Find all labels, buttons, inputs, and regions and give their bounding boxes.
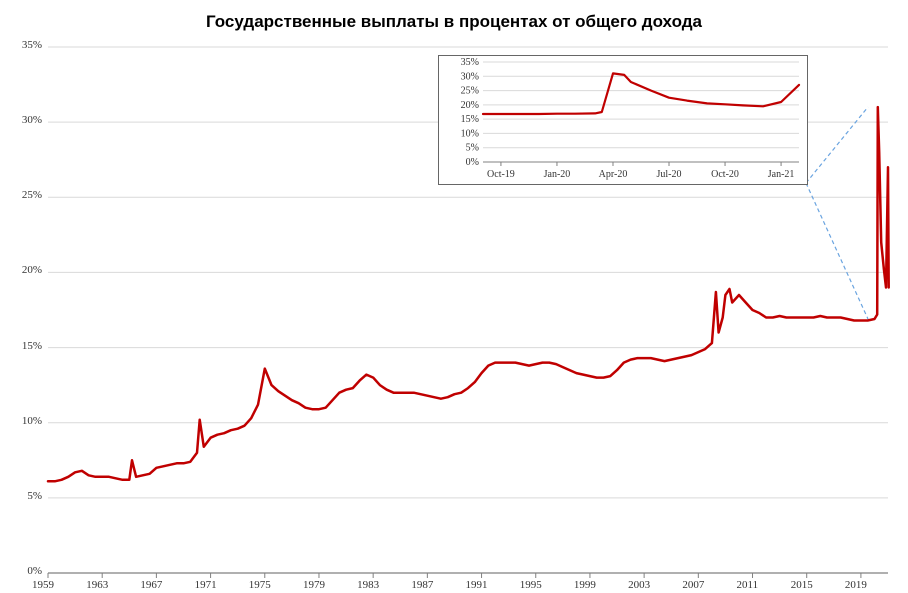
inset-xtick-label: Jul-20 <box>657 169 682 180</box>
main-xtick-label: 1999 <box>574 579 596 591</box>
inset-xtick-label: Jan-20 <box>544 169 571 180</box>
main-ytick-label: 30% <box>22 114 42 126</box>
main-xtick-label: 1991 <box>466 579 488 591</box>
main-xtick-label: 2003 <box>628 579 650 591</box>
inset-ytick-label: 15% <box>461 114 479 125</box>
main-xtick-label: 1987 <box>411 579 433 591</box>
chart-container: Государственные выплаты в процентах от о… <box>0 0 908 593</box>
inset-ytick-label: 5% <box>466 143 479 154</box>
main-ytick-label: 20% <box>22 264 42 276</box>
main-xtick-label: 2019 <box>845 579 867 591</box>
inset-ytick-label: 10% <box>461 128 479 139</box>
inset-ytick-label: 25% <box>461 86 479 97</box>
inset-chart: 0% 5% 10% 15% 20% 25% 30% 35% Oct-19 Jan-20 Apr-20… <box>438 55 808 185</box>
inset-xtick-label: Jan-21 <box>768 169 795 180</box>
main-ytick-label: 5% <box>27 490 42 502</box>
main-ytick-label: 35% <box>22 39 42 51</box>
main-ytick-label: 15% <box>22 340 42 352</box>
main-xtick-label: 1963 <box>86 579 108 591</box>
inset-ytick-label: 35% <box>461 57 479 68</box>
main-xtick-label: 1979 <box>303 579 325 591</box>
inset-ytick-label: 30% <box>461 71 479 82</box>
main-xtick-label: 1995 <box>520 579 542 591</box>
main-ytick-label: 25% <box>22 189 42 201</box>
main-xtick-label: 1959 <box>32 579 54 591</box>
inset-ytick-label: 20% <box>461 100 479 111</box>
inset-xtick-label: Oct-20 <box>711 169 739 180</box>
inset-xtick-label: Apr-20 <box>599 169 628 180</box>
main-xtick-label: 2015 <box>791 579 813 591</box>
main-ytick-label: 10% <box>22 415 42 427</box>
inset-ytick-label: 0% <box>466 157 479 168</box>
main-xtick-label: 2007 <box>682 579 704 591</box>
main-xtick-label: 1971 <box>195 579 217 591</box>
main-xtick-label: 1967 <box>140 579 162 591</box>
main-xtick-label: 1983 <box>357 579 379 591</box>
main-xtick-label: 1975 <box>249 579 271 591</box>
main-xtick-label: 2011 <box>737 579 759 591</box>
inset-xtick-label: Oct-19 <box>487 169 515 180</box>
main-ytick-label: 0% <box>27 565 42 577</box>
